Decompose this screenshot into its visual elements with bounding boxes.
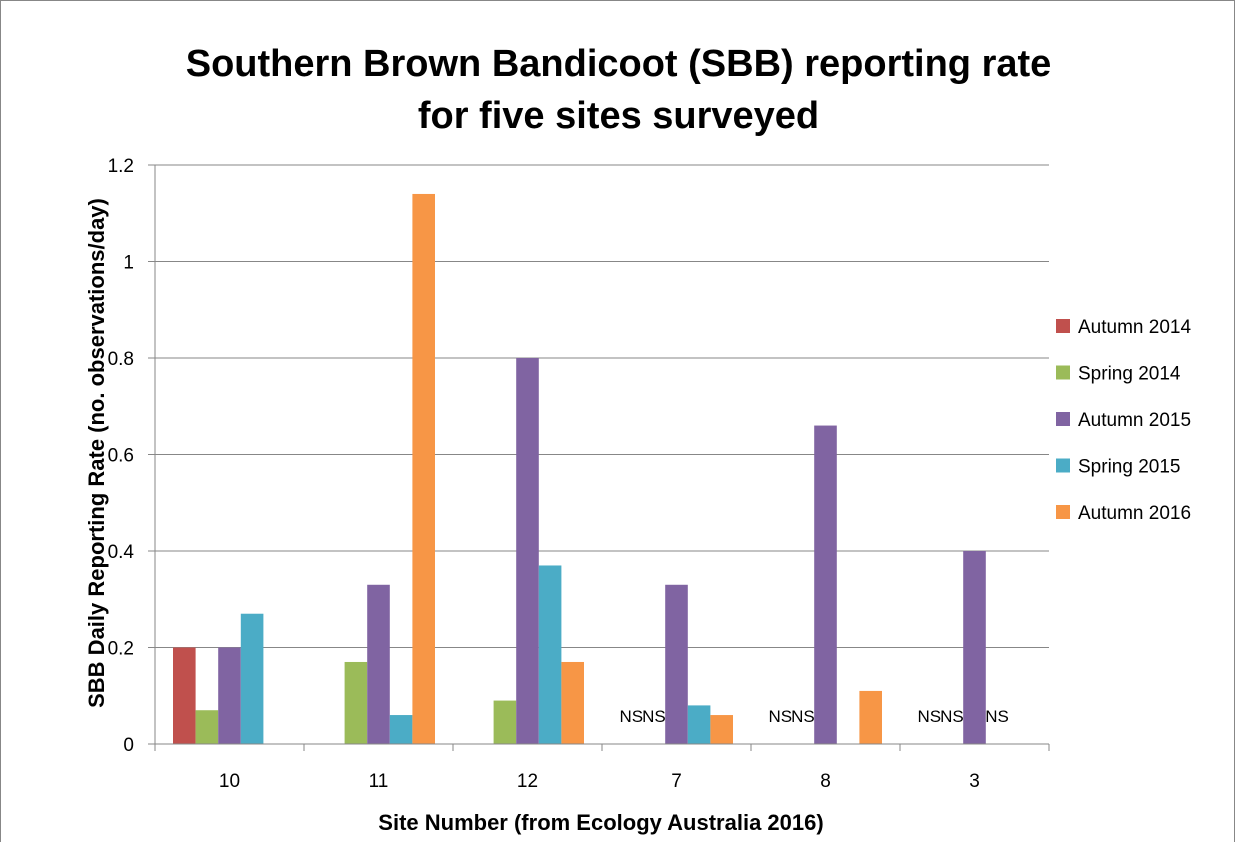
bar	[389, 715, 413, 744]
bar	[344, 661, 368, 744]
bar	[367, 584, 390, 744]
bars	[173, 193, 986, 744]
x-tick-label: 3	[969, 771, 980, 792]
legend-swatch	[1056, 458, 1070, 473]
legend-swatch	[1056, 505, 1070, 519]
axes	[154, 165, 1050, 751]
bar	[493, 700, 517, 744]
chart-title-line2: for five sites surveyed	[417, 95, 820, 137]
y-tick-label: 0.6	[108, 446, 134, 467]
annotation-label: NS	[619, 707, 643, 726]
annotation-label: NS	[768, 707, 792, 726]
legend-label: Autumn 2015	[1078, 410, 1191, 431]
bar	[963, 551, 986, 744]
annotation-label: NS	[642, 707, 666, 726]
y-tick-label: 0.2	[108, 639, 134, 660]
x-tick-label: 11	[369, 771, 389, 792]
legend-label: Spring 2014	[1078, 364, 1181, 385]
annotation-label: NS	[940, 707, 964, 726]
bar	[173, 647, 196, 744]
bar	[218, 647, 241, 744]
bar	[240, 613, 264, 744]
bar	[665, 584, 688, 744]
chart-title: Southern Brown Bandicoot (SBB) reporting…	[0, 38, 1237, 142]
bar	[195, 710, 219, 744]
x-axis-title: Site Number (from Ecology Australia 2016…	[378, 810, 823, 835]
bar	[561, 661, 584, 744]
x-tick-label: 10	[219, 771, 240, 792]
bar	[687, 705, 711, 744]
y-tick-label: 1.2	[108, 156, 134, 177]
chart-title-line1: Southern Brown Bandicoot (SBB) reporting…	[185, 43, 1052, 85]
y-tick-label: 0.8	[108, 349, 134, 370]
bar	[516, 358, 539, 744]
x-tick-labels: 10 11 12 7 8 3	[219, 771, 980, 792]
y-axis-title: SBB Daily Reporting Rate (no. observatio…	[84, 198, 109, 708]
y-tick-label: 0.4	[108, 542, 135, 563]
gridlines	[148, 164, 1049, 745]
annotation-label: NS	[917, 707, 941, 726]
bar	[412, 193, 435, 744]
legend-label: Spring 2015	[1078, 457, 1180, 478]
legend: Autumn 2014 Spring 2014 Autumn 2015 Spring …	[1056, 317, 1191, 524]
annotation-label: NS	[985, 707, 1009, 726]
legend-swatch	[1056, 412, 1070, 426]
bar	[814, 425, 837, 744]
legend-swatch	[1056, 319, 1070, 333]
x-tick-label: 7	[671, 771, 682, 792]
legend-label: Autumn 2014	[1078, 317, 1191, 338]
legend-swatch	[1056, 365, 1070, 380]
bar	[538, 565, 562, 744]
bar	[710, 715, 733, 744]
bar	[859, 690, 882, 744]
x-tick-label: 8	[820, 771, 831, 792]
y-tick-labels: 0 0.2 0.4 0.6 0.8 1 1.2	[108, 156, 135, 756]
annotation-label: NS	[791, 707, 815, 726]
y-tick-label: 0	[123, 735, 134, 756]
legend-label: Autumn 2016	[1078, 503, 1191, 524]
x-tick-label: 12	[517, 771, 538, 792]
y-tick-label: 1	[123, 253, 134, 274]
